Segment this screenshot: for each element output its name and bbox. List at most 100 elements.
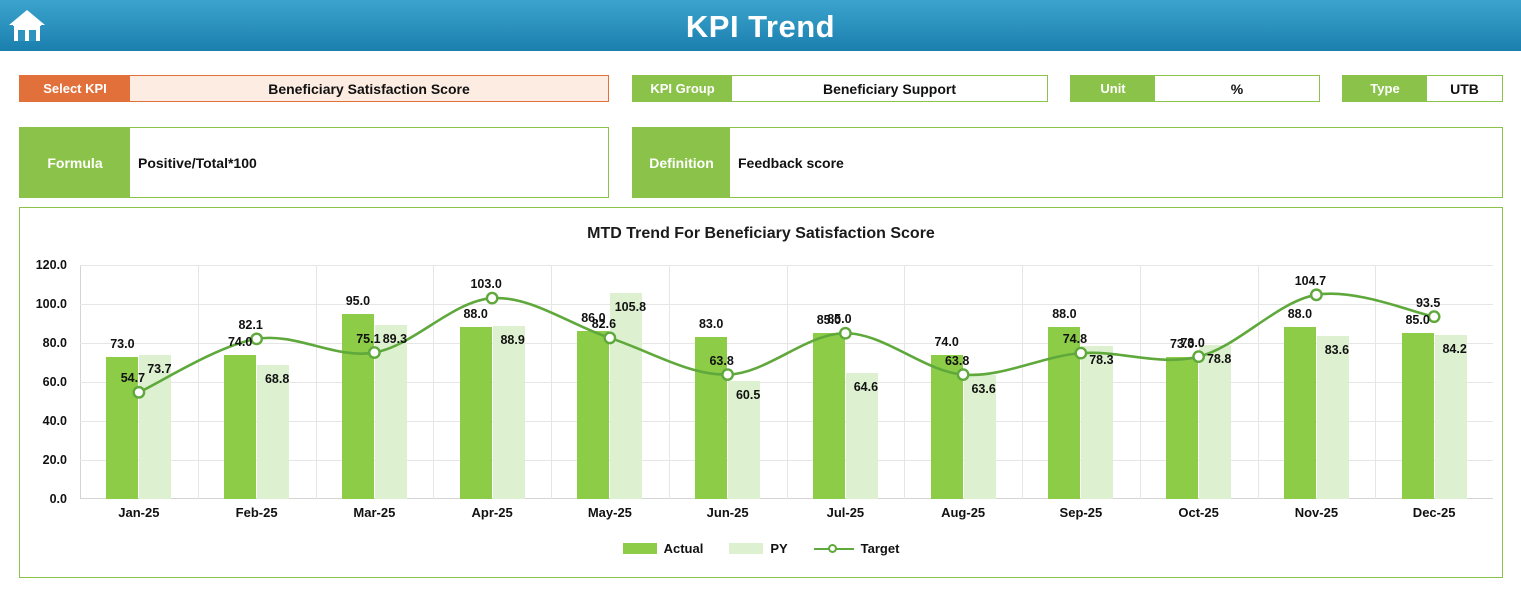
chart-panel: MTD Trend For Beneficiary Satisfaction S… [19, 207, 1503, 578]
category-gridline [1022, 265, 1023, 499]
legend-item-actual[interactable]: Actual [622, 541, 704, 556]
category-gridline [668, 265, 670, 499]
bar-py [1081, 346, 1114, 499]
legend-item-py[interactable]: PY [729, 541, 788, 556]
data-label-target: 75.1 [356, 331, 381, 346]
data-label-actual: 88.0 [1052, 307, 1077, 322]
x-axis-tick-label: Aug-25 [941, 505, 986, 520]
x-axis-tick-label: Jun-25 [706, 505, 749, 520]
legend-label: Actual [663, 541, 704, 556]
formula-field: Formula Positive/Total*100 [19, 127, 609, 198]
data-label-py: 83.6 [1324, 342, 1350, 357]
data-label-actual: 74.0 [934, 334, 959, 349]
definition-field: Definition Feedback score [632, 127, 1503, 198]
x-axis-tick-label: Oct-25 [1178, 505, 1219, 520]
data-label-py: 78.3 [1089, 353, 1114, 368]
unit-value[interactable]: % [1155, 76, 1319, 101]
y-axis-tick-label: 100.0 [35, 297, 67, 311]
bar-actual [1166, 356, 1199, 499]
x-axis-tick-label: Feb-25 [235, 505, 278, 520]
bar-py [1434, 334, 1467, 499]
chart-title: MTD Trend For Beneficiary Satisfaction S… [587, 225, 935, 242]
bar-actual [459, 327, 492, 499]
data-label-target: 85.0 [827, 312, 852, 327]
bar-actual [1283, 327, 1316, 499]
data-label-py: 60.5 [735, 388, 761, 403]
formula-value: Positive/Total*100 [130, 128, 608, 197]
data-label-py: 78.8 [1206, 352, 1232, 367]
select-kpi-field[interactable]: Select KPI Beneficiary Satisfaction Scor… [19, 75, 609, 102]
x-axis-tick-label: May-25 [587, 505, 632, 520]
bar-py [1199, 345, 1232, 499]
select-kpi-value[interactable]: Beneficiary Satisfaction Score [130, 76, 608, 101]
bar-py [492, 325, 525, 499]
data-label-actual: 74.0 [227, 334, 253, 349]
data-label-target: 82.6 [591, 316, 617, 331]
type-value[interactable]: UTB [1427, 76, 1502, 101]
bar-py [963, 374, 996, 499]
data-label-py: 64.6 [853, 380, 879, 395]
unit-field[interactable]: Unit % [1070, 75, 1320, 102]
data-label-target: 103.0 [470, 277, 502, 292]
data-label-target: 73.0 [1180, 335, 1205, 350]
data-label-py: 63.6 [971, 381, 996, 396]
data-label-actual: 73.0 [1169, 336, 1195, 351]
type-field[interactable]: Type UTB [1342, 75, 1503, 102]
data-label-actual: 85.0 [1405, 313, 1430, 328]
bar-actual [1048, 327, 1081, 499]
legend-item-target[interactable]: Target [813, 541, 900, 556]
data-label-target: 54.7 [120, 371, 146, 386]
data-label-actual: 88.0 [463, 307, 488, 322]
data-label-actual: 88.0 [1287, 307, 1313, 322]
data-label-actual: 73.0 [110, 336, 135, 351]
bar-py [728, 381, 761, 499]
data-label-target: 74.8 [1062, 332, 1088, 347]
bar-py [845, 373, 878, 499]
legend-label: Target [860, 541, 900, 556]
type-label: Type [1343, 76, 1427, 101]
x-axis-tick-label: Nov-25 [1294, 505, 1339, 520]
x-axis-tick-label: Jan-25 [118, 505, 160, 520]
data-label-py: 68.8 [264, 371, 290, 386]
home-icon[interactable] [6, 5, 48, 47]
category-gridline [433, 265, 435, 499]
y-axis-tick-label: 120.0 [35, 258, 67, 272]
category-gridline [1375, 265, 1377, 499]
plot-region: 0.0 20.0 40.0 60.0 80.0 100.0 120.0 73.0 73.7 54… [36, 258, 1493, 520]
page-title: KPI Trend [685, 9, 836, 44]
y-axis-tick-label: 20.0 [42, 453, 67, 467]
select-kpi-label: Select KPI [20, 76, 130, 101]
kpi-group-field[interactable]: KPI Group Beneficiary Support [632, 75, 1048, 102]
data-label-target: 63.8 [709, 353, 734, 368]
bar-actual [930, 354, 963, 499]
bar-actual [106, 356, 139, 499]
kpi-group-label: KPI Group [633, 76, 732, 101]
category-gridline [1257, 265, 1259, 499]
data-label-target: 63.8 [944, 353, 970, 368]
data-label-actual: 95.0 [345, 293, 371, 308]
bar-actual [812, 333, 845, 499]
bar-py [1316, 335, 1349, 499]
data-label-actual: 85.0 [816, 313, 842, 328]
x-axis-tick-label: Apr-25 [471, 505, 513, 520]
data-label-py: 105.8 [614, 299, 647, 314]
unit-label: Unit [1071, 76, 1155, 101]
data-label-target: 104.7 [1294, 273, 1327, 288]
x-axis-tick-label: Jul-25 [826, 505, 865, 520]
category-gridline [1139, 265, 1141, 499]
x-axis-tick-label: Dec-25 [1412, 505, 1456, 520]
data-label-py: 73.7 [147, 362, 172, 377]
legend-swatch-actual [622, 543, 657, 554]
legend-swatch-py [729, 543, 764, 554]
data-label-target: 82.1 [238, 317, 263, 332]
y-axis-tick-label: 40.0 [42, 414, 67, 428]
bar-actual [1401, 333, 1434, 499]
x-axis-tick-label: Sep-25 [1059, 505, 1103, 520]
legend-label: PY [770, 541, 788, 556]
data-label-actual: 86.0 [581, 311, 606, 326]
kpi-group-value[interactable]: Beneficiary Support [732, 76, 1047, 101]
y-axis-tick-label: 60.0 [42, 375, 67, 389]
data-label-py: 89.3 [382, 331, 408, 346]
category-gridline [315, 265, 317, 499]
